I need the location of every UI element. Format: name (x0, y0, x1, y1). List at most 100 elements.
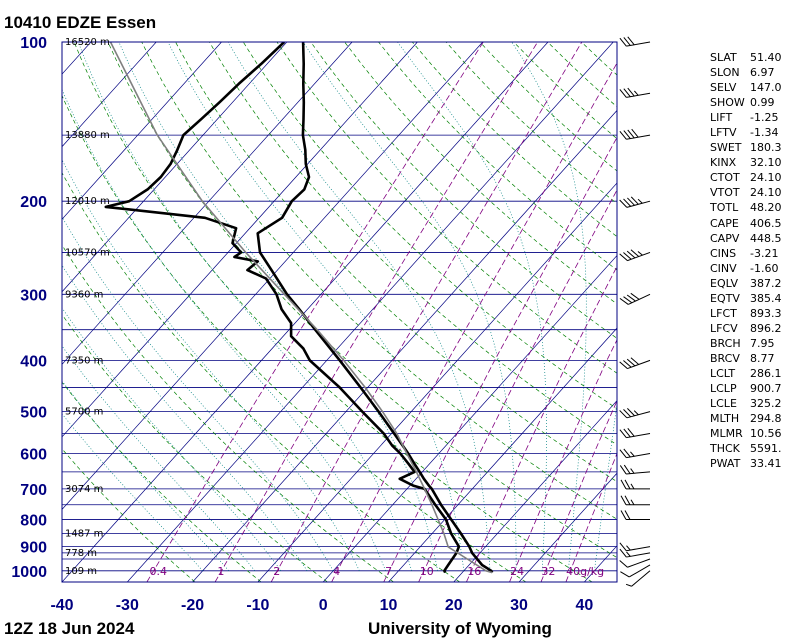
isotherm-line (322, 255, 617, 582)
index-row: LIFT -1.25 (710, 110, 795, 125)
index-key: SLON (710, 66, 740, 80)
wind-barb (619, 464, 651, 475)
index-row: CAPV 448.5 (710, 231, 795, 246)
dry-adiabat-line (209, 42, 617, 446)
index-value: -1.60 (750, 261, 779, 275)
height-label: 9360 m (65, 289, 103, 300)
pressure-tick-label: 600 (20, 446, 47, 463)
mixing-ratio-line (146, 42, 484, 582)
index-key: SWET (710, 141, 742, 155)
index-row: BRCH 7.95 (710, 336, 795, 351)
index-value: 294.8 (750, 412, 782, 426)
mixing-ratio-line (418, 189, 617, 582)
mixing-ratio-label: 0.4 (150, 565, 168, 578)
index-row: LFCT 893.3 (710, 306, 795, 321)
pressure-tick-label: 800 (20, 513, 47, 530)
observation-time: 12Z 18 Jun 2024 (4, 619, 135, 638)
index-key: LFCV (710, 321, 738, 335)
index-row: LFTV -1.34 (710, 125, 795, 140)
wind-barb (619, 196, 651, 208)
index-value: 8.77 (750, 351, 775, 365)
mixing-ratio-line (214, 42, 538, 582)
isotherm-line (127, 42, 614, 582)
pressure-tick-label: 500 (20, 405, 47, 422)
index-row: SLAT 51.40 (710, 50, 795, 65)
index-row: LCLE 325.2 (710, 396, 795, 411)
index-value: 385.4 (750, 291, 782, 305)
mixing-ratio-label: 32 (541, 565, 555, 578)
index-value: 180.3 (750, 141, 782, 155)
pressure-tick-label: 100 (20, 35, 47, 52)
temperature-tick-label: 20 (445, 597, 463, 614)
wind-barb (620, 479, 650, 490)
height-label: 5700 m (65, 407, 103, 418)
dry-adiabat-line (141, 42, 617, 520)
height-label: 109 m (65, 566, 97, 577)
wind-barb (620, 510, 650, 521)
wind-barb (620, 564, 651, 578)
mixing-ratio-label: 40g/kg (566, 565, 604, 578)
dry-adiabat-line (175, 42, 617, 483)
temperature-tick-label: -20 (181, 597, 204, 614)
index-key: LFTV (710, 126, 737, 140)
mixing-ratio-label: 24 (510, 565, 524, 578)
index-key: CAPE (710, 216, 739, 230)
wind-barb (619, 128, 651, 140)
dry-adiabat-line (62, 94, 527, 582)
isotherm-line (453, 400, 617, 582)
index-value: -1.25 (750, 111, 779, 125)
temperature-trace (256, 42, 494, 574)
index-key: SELV (710, 81, 737, 95)
index-value: 406.5 (750, 216, 782, 230)
wind-barb (619, 427, 651, 439)
index-key: SHOW (710, 96, 745, 110)
pressure-tick-label: 900 (20, 540, 47, 557)
isotherm-line (62, 42, 157, 148)
dry-adiabat-line (276, 42, 617, 374)
isotherm-line (62, 42, 353, 365)
isotherm-line (62, 42, 288, 293)
mixing-ratio-line (466, 265, 617, 582)
moist-adiabat-line (511, 42, 587, 571)
height-label: 13880 m (65, 130, 110, 141)
isotherm-line (0, 42, 26, 582)
index-key: LCLT (710, 366, 736, 380)
mixing-ratio-label: 10 (420, 565, 434, 578)
index-key: KINX (710, 156, 737, 170)
index-key: CINV (710, 261, 737, 275)
stability-indices-table: SLAT 51.40 SLON 6.97 SELV 147.0 SHOW 0.99 LIFT -1… (710, 50, 795, 471)
index-value: 0.99 (750, 96, 775, 110)
index-value: 24.10 (750, 171, 782, 185)
moist-adiabat-line (594, 400, 617, 571)
index-key: BRCH (710, 336, 741, 350)
index-key: LIFT (710, 111, 733, 125)
isotherm-line (62, 42, 222, 220)
temperature-tick-label: -30 (116, 597, 139, 614)
mixing-ratio-line (509, 339, 617, 582)
moist-adiabat-line (167, 42, 465, 571)
index-key: LCLE (710, 397, 737, 411)
wind-barb (625, 570, 651, 587)
index-value: 10.56 (750, 427, 782, 441)
index-key: LFCT (710, 306, 737, 320)
index-key: MLMR (710, 427, 743, 441)
index-value: 6.97 (750, 66, 775, 80)
mixing-ratio-line (270, 42, 583, 582)
index-key: TOTL (710, 201, 739, 215)
height-label: 7350 m (65, 355, 103, 366)
height-label: 10570 m (65, 247, 110, 258)
wind-barb (619, 558, 651, 568)
index-key: PWAT (710, 457, 741, 471)
index-value: 900.7 (750, 382, 782, 396)
index-key: THCK (710, 442, 740, 456)
isotherm-line (62, 42, 549, 582)
moist-adiabat-line (62, 264, 308, 571)
height-label: 778 m (65, 548, 97, 559)
mixing-ratio-label: 4 (333, 565, 340, 578)
height-label: 16520 m (65, 37, 110, 48)
isotherm-line (62, 42, 483, 510)
isotherm-line (518, 472, 617, 582)
isotherm-line (192, 109, 617, 582)
background-grid (0, 42, 617, 582)
